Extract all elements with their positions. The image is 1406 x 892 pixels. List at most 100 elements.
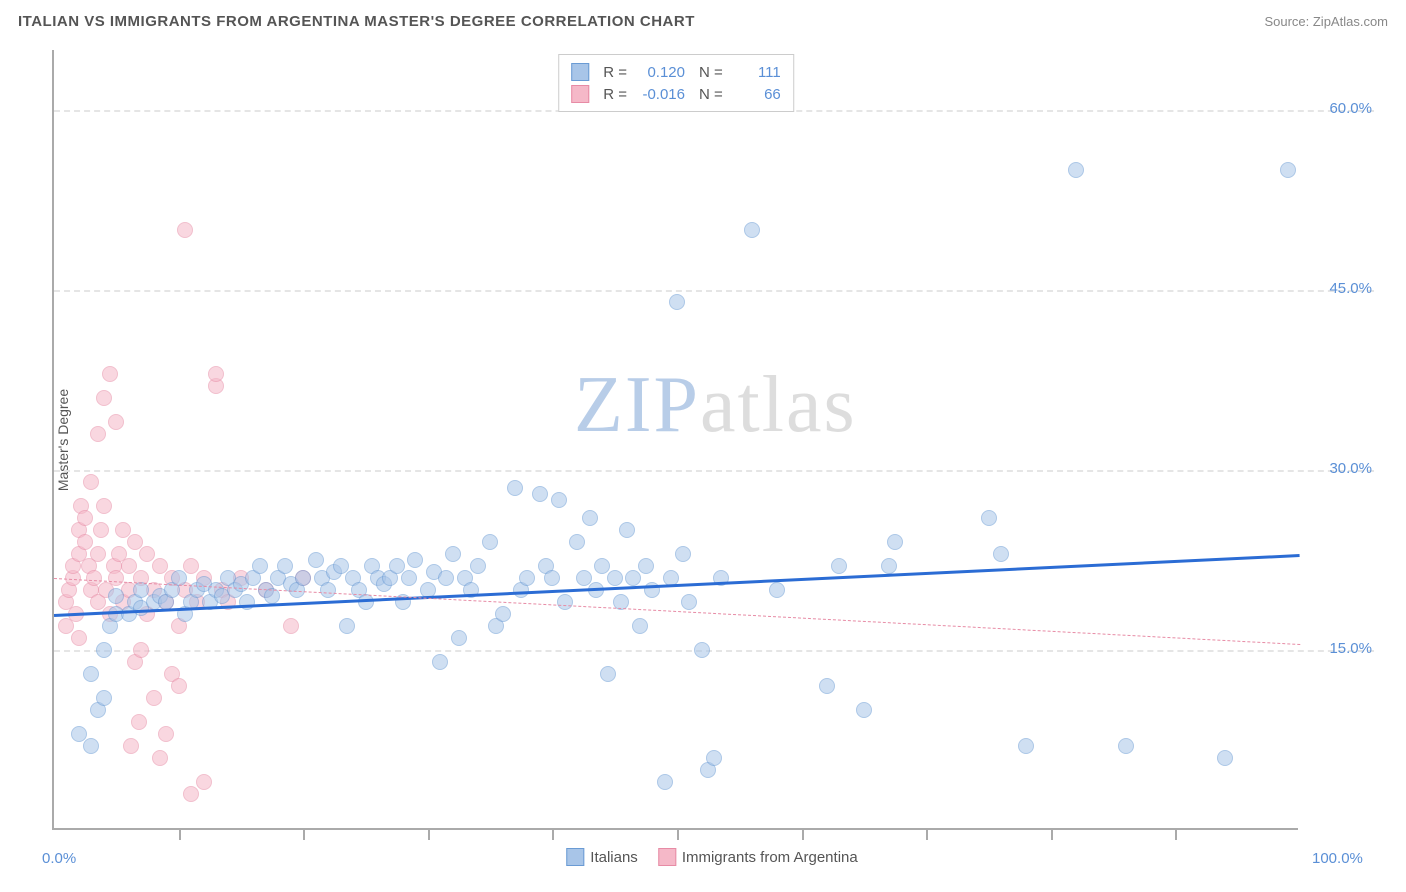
scatter-point [152, 750, 168, 766]
legend-swatch [566, 848, 584, 866]
scatter-point [557, 594, 573, 610]
x-axis-min-label: 0.0% [42, 850, 76, 867]
n-value: 111 [731, 64, 781, 81]
watermark: ZIPatlas [574, 360, 857, 451]
scatter-point [108, 588, 124, 604]
x-tick [179, 830, 181, 840]
scatter-point [744, 222, 760, 238]
gridline [54, 290, 1374, 292]
scatter-point [83, 738, 99, 754]
source-attribution: Source: ZipAtlas.com [1264, 14, 1388, 29]
scatter-point [881, 558, 897, 574]
scatter-point [632, 618, 648, 634]
scatter-point [208, 366, 224, 382]
scatter-point [83, 474, 99, 490]
scatter-point [401, 570, 417, 586]
scatter-point [432, 654, 448, 670]
gridline [54, 470, 1374, 472]
scatter-point [239, 594, 255, 610]
scatter-point [993, 546, 1009, 562]
legend-stats-row: R =-0.016N =66 [571, 83, 781, 105]
scatter-point [90, 546, 106, 562]
r-label: R = [603, 86, 627, 103]
scatter-point [706, 750, 722, 766]
n-label: N = [699, 86, 723, 103]
legend-swatch [571, 63, 589, 81]
scatter-point [96, 690, 112, 706]
x-tick [1051, 830, 1053, 840]
scatter-point [887, 534, 903, 550]
scatter-point [607, 570, 623, 586]
legend-series-item: Italians [566, 848, 638, 866]
chart-header: ITALIAN VS IMMIGRANTS FROM ARGENTINA MAS… [0, 0, 1406, 42]
legend-series-label: Italians [590, 849, 638, 866]
scatter-point [320, 582, 336, 598]
legend-swatch [571, 85, 589, 103]
scatter-point [769, 582, 785, 598]
scatter-point [675, 546, 691, 562]
scatter-point [96, 642, 112, 658]
scatter-point [196, 774, 212, 790]
n-value: 66 [731, 86, 781, 103]
watermark-rest: atlas [700, 361, 857, 449]
x-tick [303, 830, 305, 840]
scatter-point [438, 570, 454, 586]
scatter-point [183, 786, 199, 802]
x-tick [1175, 830, 1177, 840]
scatter-point [600, 666, 616, 682]
watermark-accent: ZIP [574, 361, 700, 449]
scatter-point [96, 498, 112, 514]
scatter-point [133, 642, 149, 658]
scatter-point [108, 414, 124, 430]
scatter-point [619, 522, 635, 538]
scatter-point [519, 570, 535, 586]
scatter-point [295, 570, 311, 586]
legend-stats: R =0.120N =111R =-0.016N =66 [558, 54, 794, 112]
x-tick [802, 830, 804, 840]
scatter-point [123, 738, 139, 754]
scatter-point [681, 594, 697, 610]
scatter-point [551, 492, 567, 508]
scatter-point [445, 546, 461, 562]
legend-series-item: Immigrants from Argentina [658, 848, 858, 866]
scatter-point [83, 666, 99, 682]
scatter-point [407, 552, 423, 568]
scatter-point [93, 522, 109, 538]
scatter-point [981, 510, 997, 526]
scatter-point [507, 480, 523, 496]
x-tick [677, 830, 679, 840]
scatter-point [470, 558, 486, 574]
scatter-point [819, 678, 835, 694]
scatter-point [77, 510, 93, 526]
scatter-point [90, 426, 106, 442]
scatter-point [339, 618, 355, 634]
legend-series: Italians Immigrants from Argentina [566, 848, 857, 866]
y-tick-label: 45.0% [1312, 280, 1372, 297]
y-tick-label: 60.0% [1312, 100, 1372, 117]
y-tick-label: 30.0% [1312, 460, 1372, 477]
scatter-point [252, 558, 268, 574]
r-label: R = [603, 64, 627, 81]
chart-title: ITALIAN VS IMMIGRANTS FROM ARGENTINA MAS… [18, 13, 695, 30]
scatter-point [831, 558, 847, 574]
x-axis-max-label: 100.0% [1312, 850, 1363, 867]
scatter-point [1217, 750, 1233, 766]
scatter-point [532, 486, 548, 502]
scatter-point [277, 558, 293, 574]
scatter-point [669, 294, 685, 310]
scatter-point [1118, 738, 1134, 754]
scatter-point [638, 558, 654, 574]
scatter-point [657, 774, 673, 790]
scatter-point [495, 606, 511, 622]
scatter-point [171, 678, 187, 694]
scatter-point [1280, 162, 1296, 178]
scatter-point [177, 222, 193, 238]
x-tick [428, 830, 430, 840]
chart-area: Master's Degree ZIPatlas R =0.120N =111R… [52, 50, 1372, 830]
plot-region: ZIPatlas R =0.120N =111R =-0.016N =66 [52, 50, 1298, 830]
scatter-point [544, 570, 560, 586]
scatter-point [308, 552, 324, 568]
trendline [54, 578, 1300, 645]
n-label: N = [699, 64, 723, 81]
x-tick [552, 830, 554, 840]
